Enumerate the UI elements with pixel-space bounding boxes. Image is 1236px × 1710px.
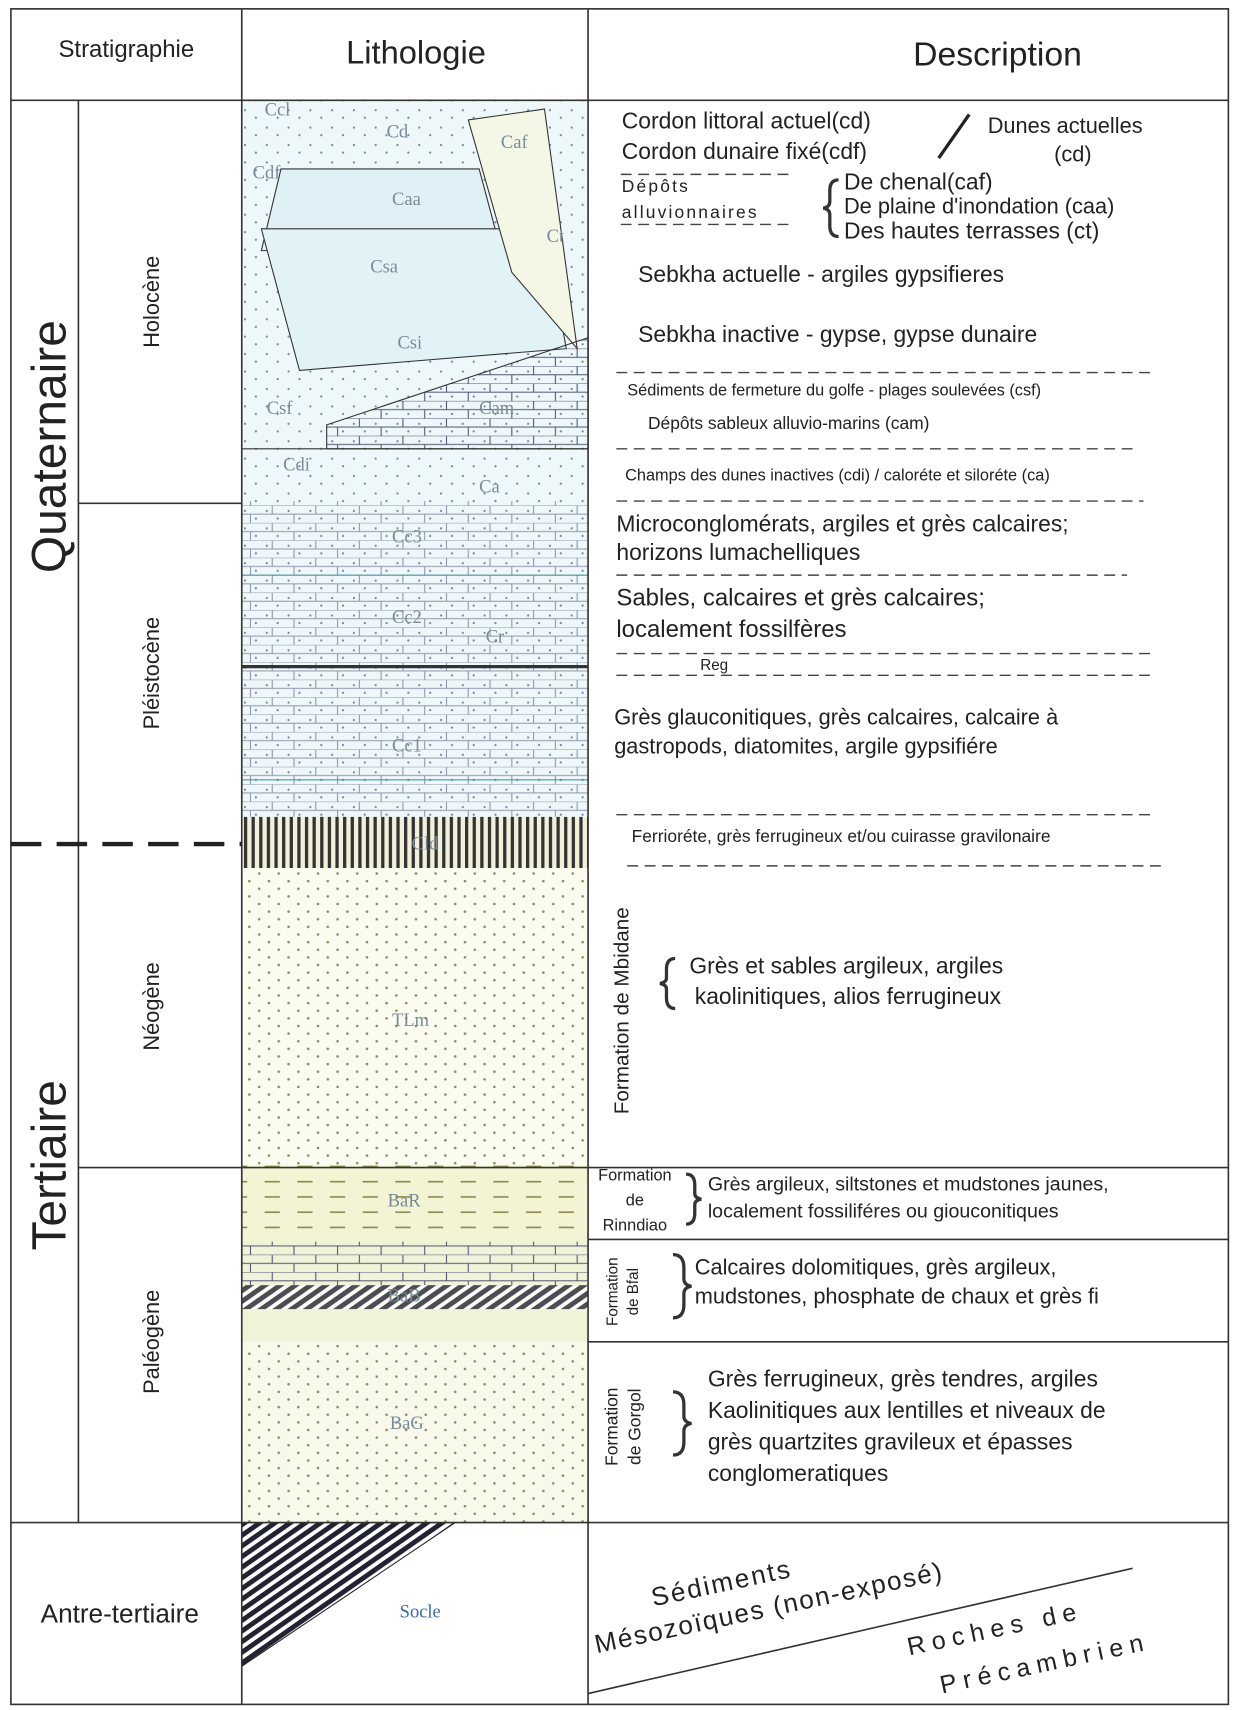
lithology-code: Csf <box>267 399 294 419</box>
lithology-code: Cc3 <box>392 527 422 547</box>
description: Grès et sables argileux, argiles <box>689 953 1003 979</box>
shape <box>10 8 1230 1706</box>
description: Dépôts sableux alluvio-marins (cam) <box>648 413 930 433</box>
era: Quaternaire <box>23 320 76 573</box>
description: conglomeratiques <box>708 1460 888 1486</box>
period: Paléogène <box>139 1290 164 1394</box>
era: Antre-tertiaire <box>41 1599 199 1629</box>
shape <box>241 1165 589 1242</box>
period: Pléistocène <box>139 617 164 730</box>
lithology-code: Cc1 <box>392 737 422 757</box>
description: kaolinitiques, alios ferrugineux <box>695 983 1002 1009</box>
lithology-code: Cdf <box>253 164 282 184</box>
shape <box>241 1241 589 1286</box>
description: Cordon dunaire fixé(cdf) <box>622 138 867 164</box>
description: localement fossiliféres ou giouconitique… <box>708 1201 1059 1223</box>
formation: de Bfal <box>625 1268 642 1315</box>
lithology-code: Socle <box>400 1602 441 1622</box>
shape <box>241 1341 589 1523</box>
description: Des hautes terrasses (ct) <box>844 218 1099 244</box>
period: Néogène <box>139 962 164 1050</box>
description: De chenal(caf) <box>844 169 993 195</box>
description: Dépôts <box>622 176 690 196</box>
description: De plaine d'inondation (caa) <box>844 194 1114 219</box>
description: localement fossilfères <box>616 616 846 643</box>
period: Holocène <box>139 256 164 348</box>
shape <box>587 1567 1133 1695</box>
description: grès quartzites gravileux et épasses <box>708 1429 1073 1455</box>
lithology-code: Csa <box>370 257 398 277</box>
description: (cd) <box>1054 141 1091 166</box>
lithology-code: Cdi <box>283 456 310 476</box>
description: gastropods, diatomites, argile gypsifiér… <box>614 734 998 759</box>
formation: de Gorgol <box>624 1388 644 1464</box>
shape <box>241 501 589 817</box>
description: Ferrioréte, grès ferrugineux et/ou cuira… <box>632 826 1051 846</box>
lithology-fill <box>241 100 589 1668</box>
table-frame <box>10 8 1230 1706</box>
lithology-code: Cd <box>387 122 409 142</box>
lithology-code: BaR <box>388 1192 422 1212</box>
formation: de <box>626 1192 644 1210</box>
slash <box>937 113 971 159</box>
lithology-code: TLm <box>392 1011 430 1031</box>
header: Stratigraphie <box>58 36 194 63</box>
description: Reg <box>700 657 728 674</box>
description: Dunes actuelles <box>988 113 1143 138</box>
formation: Formation <box>604 1257 621 1326</box>
description: Grès glauconitiques, grès calcaires, cal… <box>614 704 1059 729</box>
lithology-code: Cld <box>412 835 439 855</box>
shape <box>672 1390 692 1457</box>
description: Champs des dunes inactives (cdi) / calor… <box>625 466 1050 484</box>
description: Microconglomérats, argiles et grès calca… <box>616 511 1068 537</box>
shape <box>685 1172 702 1226</box>
lithology-code: Caf <box>501 133 529 153</box>
shape <box>822 178 839 239</box>
lithology-code: Csi <box>397 334 422 354</box>
header: Description <box>913 35 1082 73</box>
lithology-code: BaB <box>388 1286 421 1306</box>
description: Calcaires dolomitiques, grès argileux, <box>695 1254 1057 1279</box>
description: Sables, calcaires et grès calcaires; <box>616 585 985 612</box>
description: Sédiments de fermeture du golfe - plages… <box>627 381 1041 399</box>
shape <box>241 1285 589 1310</box>
formation: Formation <box>598 1167 672 1185</box>
description: Grès ferrugineux, grès tendres, argiles <box>708 1365 1098 1391</box>
lithology-code: Ct <box>547 227 565 247</box>
lithology-code: Caa <box>392 190 421 210</box>
lithology-code: Cc2 <box>392 608 422 628</box>
shape <box>937 113 971 159</box>
shape <box>241 1522 457 1668</box>
description: alluvionnaires <box>622 202 759 222</box>
braces <box>659 178 839 1457</box>
lithology-code: Ccl <box>265 101 291 121</box>
lithology-code: Cr <box>486 628 505 648</box>
shape <box>241 868 589 1166</box>
lithology-code: Cam <box>479 399 515 419</box>
lithology-code: Ca <box>479 477 500 497</box>
description: Sebkha actuelle - argiles gypsifieres <box>638 261 1004 287</box>
formation: Formation <box>601 1388 621 1466</box>
description: horizons lumachelliques <box>616 539 860 565</box>
era: Tertiaire <box>23 1080 76 1250</box>
description: mudstones, phosphate de chaux et grès fi <box>695 1284 1099 1309</box>
description-dividers <box>616 173 1161 867</box>
shape <box>241 816 589 869</box>
description: Grès argileux, siltstones et mudstones j… <box>708 1173 1109 1195</box>
header: Lithologie <box>346 33 486 70</box>
shape <box>659 956 676 1011</box>
description: Sebkha inactive - gypse, gypse dunaire <box>638 321 1037 347</box>
shape <box>672 1253 692 1320</box>
description: Cordon littoral actuel(cd) <box>622 108 871 134</box>
formation: Rinndiao <box>603 1217 667 1235</box>
formation: Formation de Mbidane <box>610 907 633 1114</box>
lithology-code: BaG <box>390 1414 424 1434</box>
description: Kaolinitiques aux lentilles et niveaux d… <box>708 1397 1106 1423</box>
